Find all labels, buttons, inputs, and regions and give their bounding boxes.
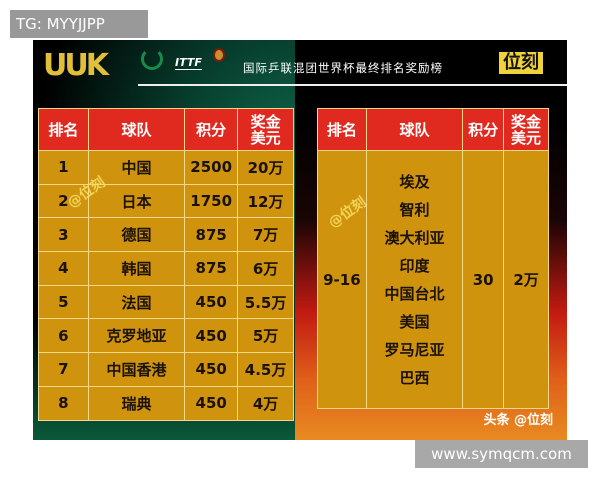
- header-points: 积分: [184, 108, 239, 151]
- teams-cell: 埃及智利澳大利亚印度中国台北美国罗马尼亚巴西: [365, 150, 464, 409]
- team-name: 巴西: [399, 368, 430, 387]
- team-name: 印度: [399, 256, 430, 275]
- header-prize: 奖金美元: [237, 108, 294, 151]
- header-team: 球队: [87, 108, 186, 151]
- prize-cell: 4.5万: [237, 352, 294, 387]
- points-cell: 30: [462, 150, 505, 409]
- prize-cell: 4万: [237, 385, 294, 421]
- ittf-logo: ITTF: [175, 56, 202, 70]
- points-cell: 875: [184, 251, 239, 286]
- team-name: 埃及: [399, 172, 430, 191]
- header-rank: 排名: [38, 108, 89, 151]
- prize-cell: 7万: [237, 217, 294, 253]
- team-name: 澳大利亚: [384, 228, 445, 247]
- site-watermark: www.symqcm.com: [415, 440, 588, 468]
- world-cup-logo: [141, 48, 163, 70]
- team-cell: 瑞典: [87, 385, 186, 421]
- points-cell: 450: [184, 318, 239, 354]
- table-row: 5 法国 450 5.5万: [38, 284, 294, 320]
- header-team: 球队: [365, 108, 464, 151]
- points-cell: 450: [184, 284, 239, 320]
- prize-cell: 12万: [237, 183, 294, 219]
- credit-text: 头条 @位刻: [483, 413, 553, 428]
- points-cell: 1750: [184, 183, 239, 219]
- header-prize: 奖金美元: [503, 108, 549, 151]
- table-row: 1 中国 2500 20万: [38, 150, 294, 185]
- team-name: 智利: [399, 200, 430, 219]
- divider: [138, 84, 567, 86]
- right-ranking-table: 排名 球队 积分 奖金美元 9-16 埃及智利澳大利亚印度中国台北美国罗马尼亚巴…: [317, 108, 549, 409]
- rank-cell: 8: [38, 385, 89, 421]
- table-row: 7 中国香港 450 4.5万: [38, 352, 294, 387]
- table-row: 3 德国 875 7万: [38, 217, 294, 253]
- table-row: 4 韩国 875 6万: [38, 251, 294, 286]
- team-cell: 日本: [87, 183, 186, 219]
- prize-cell: 6万: [237, 251, 294, 286]
- prize-cell: 2万: [503, 150, 549, 409]
- team-cell: 德国: [87, 217, 186, 253]
- team-name: 中国台北: [384, 284, 445, 303]
- table-row: 6 克罗地亚 450 5万: [38, 318, 294, 354]
- points-cell: 450: [184, 385, 239, 421]
- left-ranking-table: 排名 球队 积分 奖金美元 1 中国 2500 20万 2 日本 1750 12万 3 德国 875…: [38, 108, 294, 421]
- header-rank: 排名: [317, 108, 367, 151]
- header-points: 积分: [462, 108, 505, 151]
- team-cell: 克罗地亚: [87, 318, 186, 354]
- rank-cell: 5: [38, 284, 89, 320]
- brand-badge: 位刻: [499, 52, 543, 74]
- team-cell: 中国: [87, 150, 186, 185]
- points-cell: 875: [184, 217, 239, 253]
- poster-title: 国际乒联混团世界杯最终排名奖励榜: [243, 61, 443, 75]
- table-row: 2 日本 1750 12万: [38, 183, 294, 219]
- prize-cell: 5.5万: [237, 284, 294, 320]
- team-cell: 法国: [87, 284, 186, 320]
- rank-cell: 9-16: [317, 150, 367, 409]
- points-cell: 2500: [184, 150, 239, 185]
- watermark-tag: TG: MYYJJPP: [10, 10, 148, 38]
- rank-cell: 1: [38, 150, 89, 185]
- prize-cell: 20万: [237, 150, 294, 185]
- rank-cell: 3: [38, 217, 89, 253]
- uuk-logo: UUK: [43, 48, 109, 83]
- ranking-poster: UUK ITTF 国际乒联混团世界杯最终排名奖励榜 位刻 排名 球队 积分 奖金…: [33, 40, 567, 440]
- table-row: 8 瑞典 450 4万: [38, 385, 294, 421]
- rank-cell: 4: [38, 251, 89, 286]
- team-name: 美国: [399, 312, 430, 331]
- prize-cell: 5万: [237, 318, 294, 354]
- team-cell: 中国香港: [87, 352, 186, 387]
- points-cell: 450: [184, 352, 239, 387]
- team-name: 罗马尼亚: [384, 340, 445, 359]
- rank-cell: 6: [38, 318, 89, 354]
- rank-cell: 7: [38, 352, 89, 387]
- medal-logo: [213, 48, 225, 62]
- team-cell: 韩国: [87, 251, 186, 286]
